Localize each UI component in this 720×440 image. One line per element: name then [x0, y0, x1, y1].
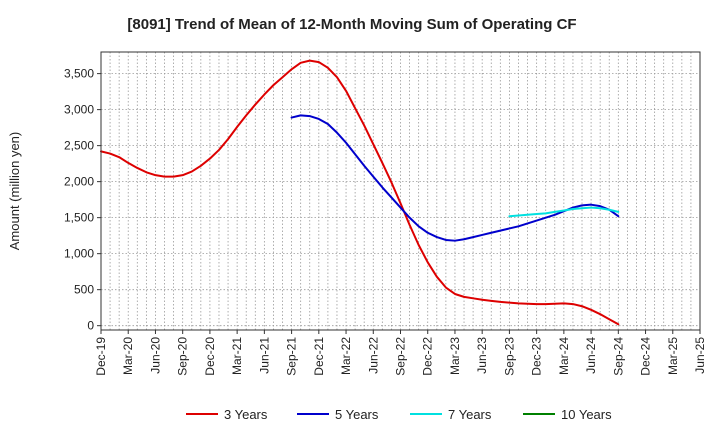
y-tick-label: 1,500: [64, 211, 94, 225]
legend: 3 Years 5 Years 7 Years 10 Years: [186, 407, 612, 422]
y-tick-label: 3,500: [64, 67, 94, 81]
x-tick-label: Sep-20: [176, 337, 190, 376]
y-tick-label: 0: [87, 319, 94, 333]
plot-background: [101, 52, 700, 330]
x-tick-label: Dec-24: [639, 337, 653, 376]
x-tick-label: Jun-24: [584, 337, 598, 374]
x-tick-label: Sep-21: [285, 337, 299, 376]
x-tick-label: Mar-20: [121, 337, 135, 375]
y-tick-label: 500: [74, 283, 94, 297]
x-tick-label: Jun-20: [148, 337, 162, 374]
x-tick-label: Mar-23: [448, 337, 462, 375]
x-tick-label: Dec-21: [312, 337, 326, 376]
legend-label-10-years: 10 Years: [561, 407, 612, 422]
legend-label-5-years: 5 Years: [335, 407, 379, 422]
x-tick-label: Dec-23: [530, 337, 544, 376]
x-axis-ticks: Dec-19 Mar-20 Jun-20 Sep-20 Dec-20 Mar-21 Jun-…: [94, 330, 707, 376]
x-tick-label: Dec-19: [94, 337, 108, 376]
x-tick-label: Sep-24: [611, 337, 625, 376]
vertical-gridlines: [109, 52, 692, 330]
y-tick-label: 1,000: [64, 247, 94, 261]
y-tick-label: 3,000: [64, 103, 94, 117]
x-tick-label: Jun-23: [475, 337, 489, 374]
x-tick-label: Jun-25: [693, 337, 707, 374]
x-tick-label: Mar-21: [230, 337, 244, 375]
y-tick-label: 2,000: [64, 175, 94, 189]
legend-label-3-years: 3 Years: [224, 407, 268, 422]
x-tick-label: Jun-22: [366, 337, 380, 374]
x-tick-label: Dec-20: [203, 337, 217, 376]
x-tick-label: Sep-23: [502, 337, 516, 376]
x-tick-label: Mar-24: [557, 337, 571, 375]
plot-area: [100, 51, 701, 331]
y-tick-label: 2,500: [64, 139, 94, 153]
x-tick-label: Mar-22: [339, 337, 353, 375]
y-axis-label: Amount (million yen): [7, 132, 22, 251]
series-line-3-years: [100, 59, 620, 326]
y-axis-ticks: 0 500 1,000 1,500 2,000 2,500 3,000 3,500: [64, 67, 101, 333]
x-tick-label: Sep-22: [394, 337, 408, 376]
series-line-7-years: [508, 206, 620, 218]
x-tick-label: Jun-21: [257, 337, 271, 374]
x-tick-label: Mar-25: [666, 337, 680, 375]
series-lines: [100, 59, 620, 326]
legend-label-7-years: 7 Years: [448, 407, 492, 422]
chart-title: [8091] Trend of Mean of 12-Month Moving …: [127, 16, 576, 33]
x-tick-label: Dec-22: [421, 337, 435, 376]
